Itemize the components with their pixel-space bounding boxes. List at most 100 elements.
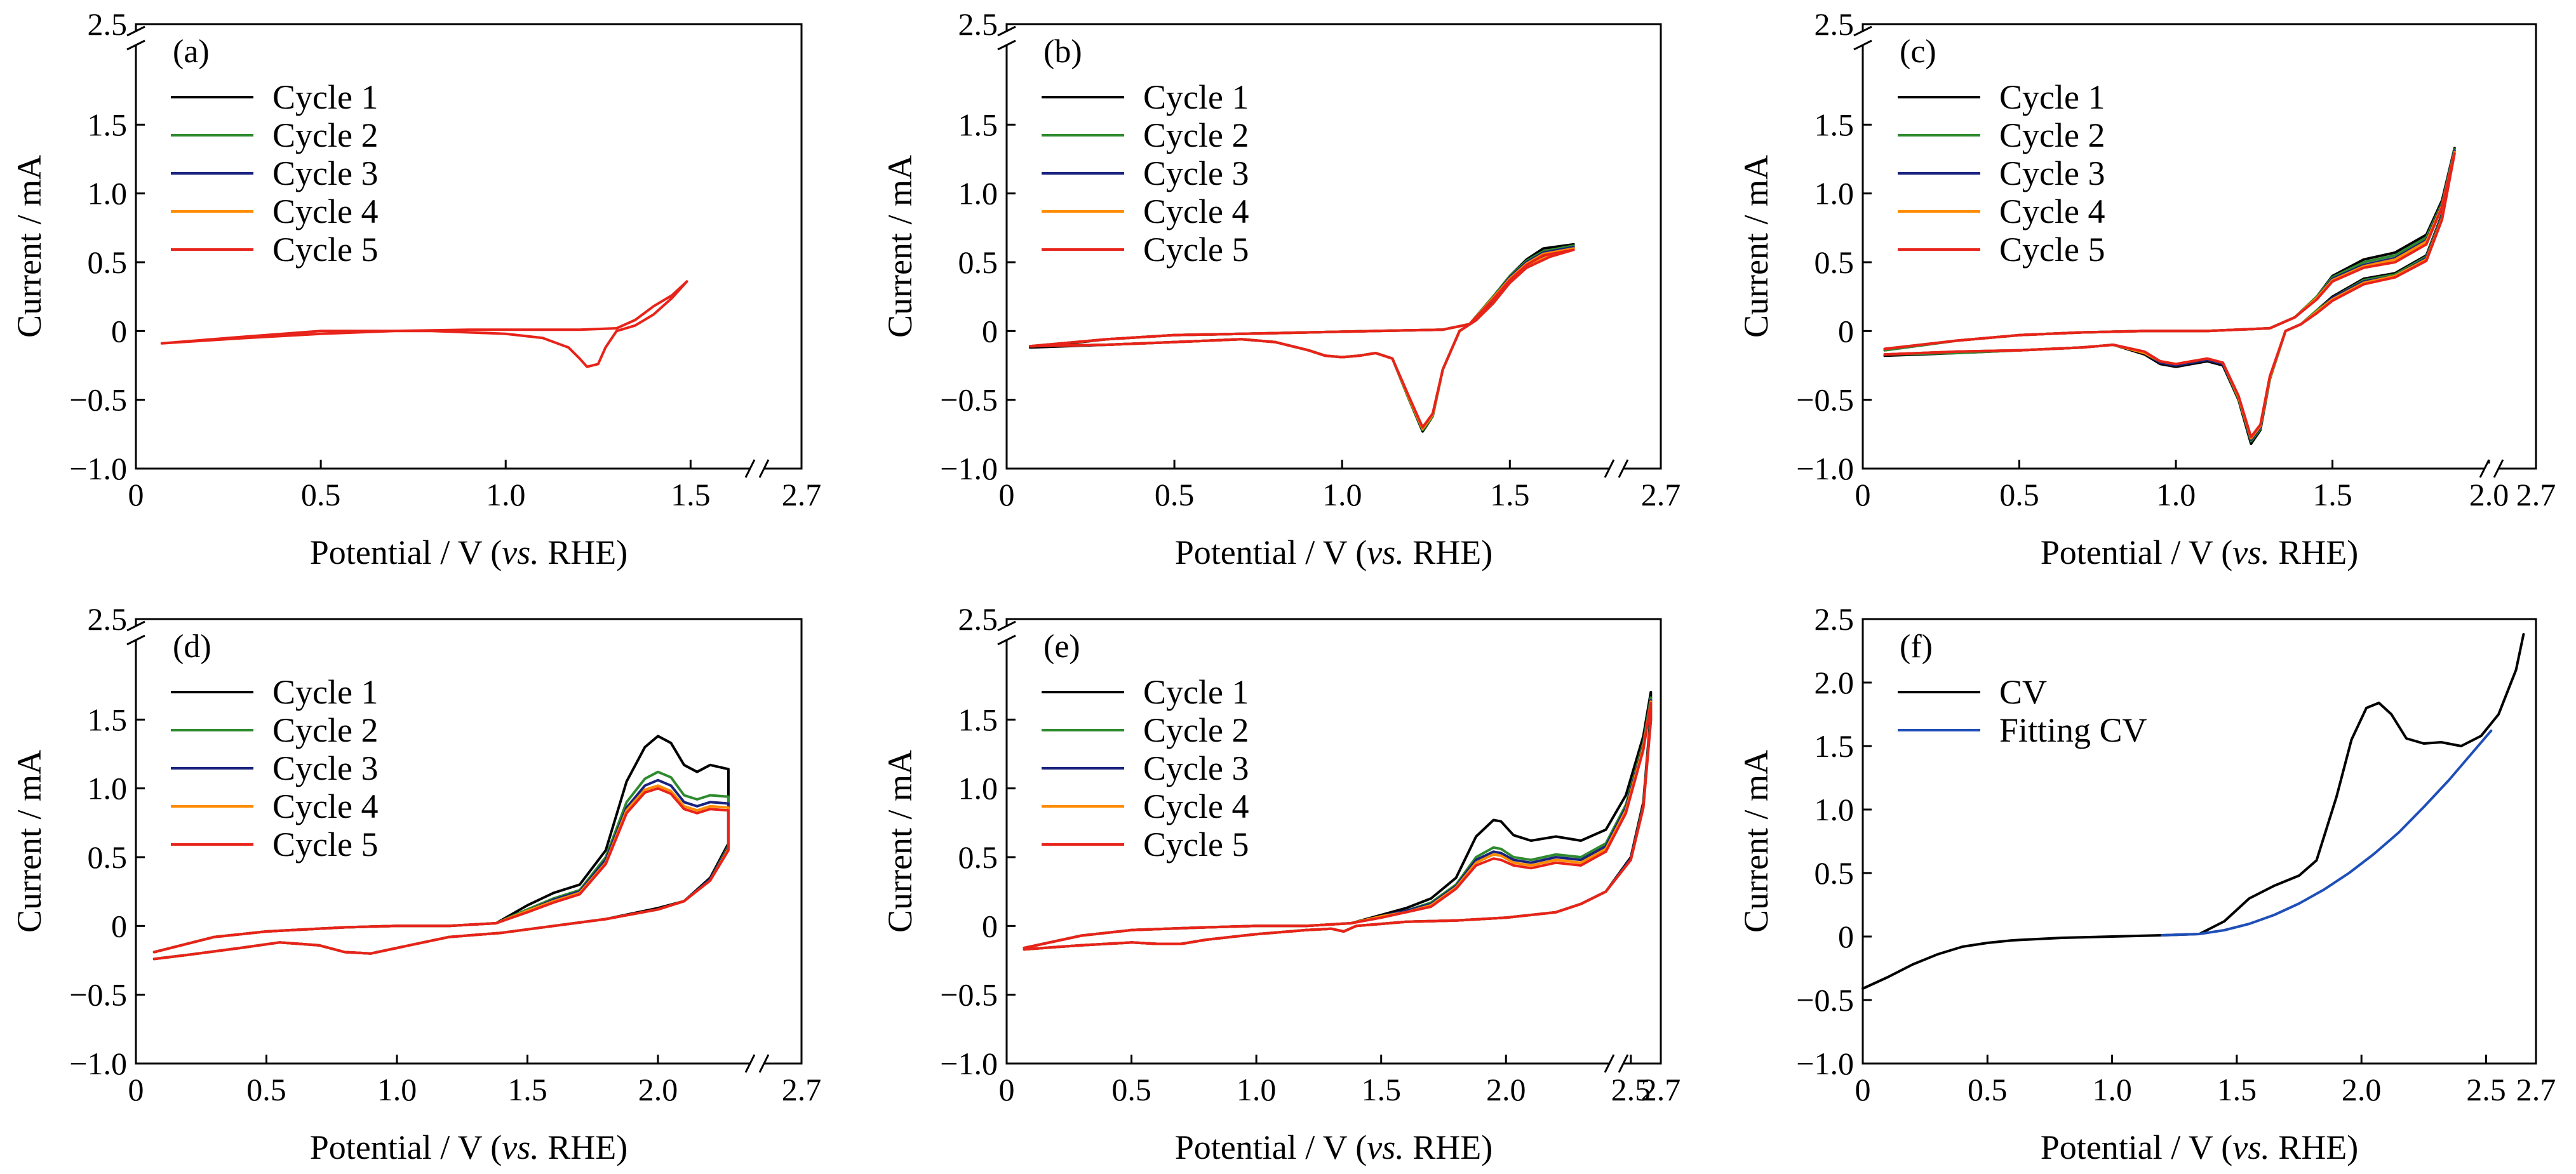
- x-tick-label: 0.5: [1111, 1072, 1151, 1107]
- y-axis-break-mark: [997, 39, 1016, 51]
- y-axis-break-mark: [1853, 25, 1872, 37]
- y-tick-label: 0: [1838, 919, 1854, 954]
- legend-label: Cycle 5: [1143, 825, 1249, 864]
- legend-label: Cycle 5: [272, 825, 378, 864]
- y-tick-label: −1.0: [1796, 451, 1854, 486]
- panel-label: (a): [173, 34, 210, 70]
- x-break-tick-label: 2.7: [782, 1072, 822, 1107]
- y-tick-label: 0.5: [88, 839, 128, 875]
- y-tick-label: 2.5: [1815, 601, 1855, 637]
- series-line-fitting-cv: [2161, 730, 2493, 937]
- plot-frame: [1862, 618, 2537, 1065]
- legend-label: Cycle 2: [272, 711, 378, 749]
- y-axis-break-mark: [1853, 39, 1872, 51]
- series-line-cycle-2: [1883, 148, 2456, 443]
- series-line-cycle-5: [1029, 248, 1575, 429]
- legend-label: Fitting CV: [1999, 711, 2147, 749]
- y-axis-break-mark: [126, 620, 145, 632]
- x-tick-label: 1.5: [671, 477, 711, 512]
- y-tick-label: 0.5: [1815, 855, 1855, 891]
- x-axis-break-gap: [749, 1058, 765, 1069]
- panel-b: 0 0.5 1.0 1.5 −1.0 −0.5 0 0.5 1.0 1.5 2.7 2.5 Potent…: [881, 6, 1680, 571]
- y-tick-label: 0.5: [958, 244, 998, 280]
- y-tick-label: 1.5: [88, 702, 128, 737]
- x-axis-break-mark: [1604, 459, 1615, 478]
- y-tick-label: 0: [111, 313, 127, 349]
- y-axis-label: Current / mA: [881, 750, 919, 933]
- x-axis-break-mark: [1618, 1054, 1629, 1073]
- series-line-cv: [1862, 633, 2525, 990]
- y-tick-label: 2.0: [1815, 665, 1855, 700]
- y-axis-break-mark: [126, 634, 145, 646]
- x-tick-label: 2.0: [1486, 1072, 1526, 1107]
- x-break-tick-label: 2.7: [1641, 477, 1681, 512]
- y-axis-label: Current / mA: [1737, 155, 1775, 338]
- y-tick-label: −0.5: [940, 382, 998, 418]
- y-axis-label: Current / mA: [1737, 750, 1775, 933]
- x-axis-label: Potential / V (vs. RHE): [1175, 1128, 1493, 1166]
- x-tick-label: 1.5: [2217, 1072, 2257, 1107]
- y-tick-label: 0.5: [1815, 244, 1855, 280]
- legend-label: Cycle 4: [1999, 192, 2105, 230]
- series-line-cycle-5: [152, 787, 730, 961]
- plot-frame: [1005, 618, 1662, 1065]
- x-tick-label: 2.7: [2516, 1072, 2556, 1107]
- x-tick-label: 1.5: [2312, 477, 2352, 512]
- y-axis-label: Current / mA: [10, 750, 48, 933]
- y-tick-label: 0: [111, 908, 127, 944]
- y-tick-label: 1.5: [1815, 728, 1855, 764]
- series-line-cycle-5: [1023, 702, 1653, 951]
- legend-label: Cycle 1: [1143, 78, 1249, 116]
- y-break-tick-label: 2.5: [958, 6, 998, 42]
- x-tick-label: 0: [128, 1072, 144, 1107]
- x-break-tick-label: 2.7: [782, 477, 822, 512]
- x-axis-break-gap: [1609, 464, 1624, 474]
- legend-label: Cycle 1: [272, 673, 378, 711]
- series-line-cycle-3: [1883, 149, 2456, 441]
- y-break-tick-label: 2.5: [88, 601, 128, 637]
- panel-e: 0 0.5 1.0 1.5 2.0 2.5−1.0−0.500.51.01.52.72.5…: [881, 601, 1680, 1166]
- legend-label: Cycle 3: [272, 154, 378, 192]
- legend-label: Cycle 4: [1143, 787, 1249, 825]
- x-tick-label: 2.0: [2469, 477, 2509, 512]
- legend-label: Cycle 3: [1999, 154, 2105, 192]
- legend-label: Cycle 2: [1143, 116, 1249, 154]
- y-tick-label: −0.5: [1796, 982, 1854, 1018]
- y-axis-break-gap: [1002, 625, 1012, 641]
- legend-label: Cycle 3: [272, 749, 378, 787]
- legend-label: Cycle 2: [1999, 116, 2105, 154]
- plot-frame: [1862, 23, 2537, 470]
- y-tick-label: 1.0: [88, 176, 128, 211]
- y-axis-break-gap: [1002, 30, 1012, 46]
- y-axis-break-mark: [997, 620, 1016, 632]
- y-break-tick-label: 2.5: [1815, 6, 1855, 42]
- x-axis-break-gap: [1609, 1058, 1624, 1069]
- panel-d: 0 0.5 1.0 1.5 2.0 −1.0 −0.5 0 0.5 1.0 1.5 2.7 2.5 Pot…: [10, 601, 821, 1166]
- y-tick-label: 1.5: [1815, 107, 1855, 142]
- x-axis-break-mark: [2479, 459, 2490, 478]
- legend-label: Cycle 2: [1143, 711, 1249, 749]
- x-tick-label: 0.5: [1968, 1072, 2008, 1107]
- y-tick-label: −1.0: [1796, 1046, 1854, 1081]
- x-tick-label: 0.5: [1999, 477, 2039, 512]
- x-tick-label: 1.0: [1322, 477, 1362, 512]
- x-break-tick-label: 2.7: [1641, 1072, 1681, 1107]
- x-tick-label: 0: [128, 477, 144, 512]
- x-axis-break-mark: [744, 459, 756, 478]
- series-line-cycle-1: [1883, 147, 2456, 445]
- x-tick-label: 1.0: [2156, 477, 2196, 512]
- legend-label: Cycle 1: [1999, 78, 2105, 116]
- x-tick-label: 1.0: [2092, 1072, 2132, 1107]
- y-axis-break-mark: [997, 25, 1016, 37]
- y-tick-label: 1.0: [958, 771, 998, 806]
- series-line-cycle-4: [1883, 150, 2456, 440]
- y-axis-break-gap: [131, 625, 141, 641]
- y-axis-break-mark: [126, 39, 145, 51]
- legend-label: Cycle 1: [1143, 673, 1249, 711]
- x-tick-label: 0.5: [246, 1072, 286, 1107]
- y-tick-label: 0: [1838, 313, 1854, 349]
- plot-frame: [135, 23, 803, 470]
- y-axis-break-mark: [997, 634, 1016, 646]
- x-tick-label: 0: [999, 1072, 1015, 1107]
